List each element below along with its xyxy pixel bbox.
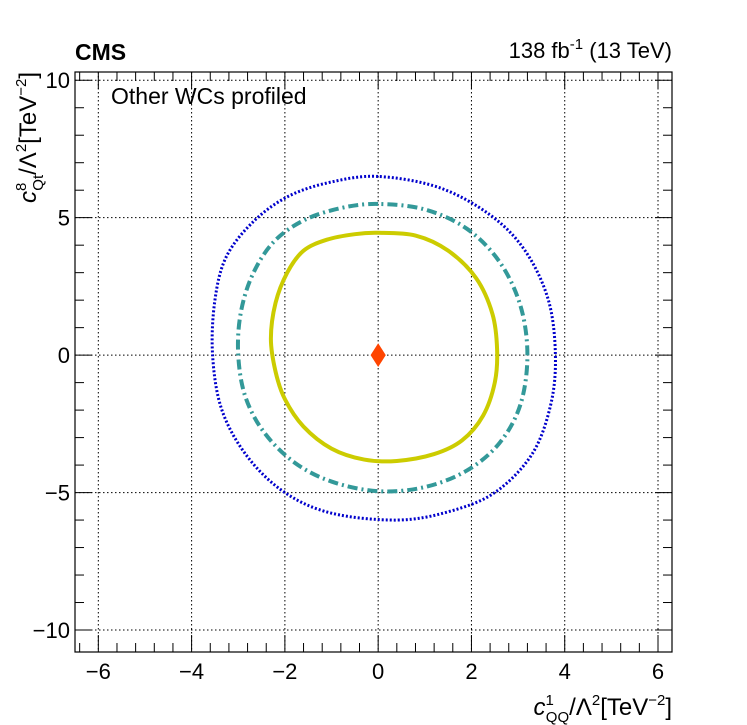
x-tick-label: −2 [272,659,297,684]
y-tick-label: 10 [46,68,70,93]
lumi-value: 138 fb [509,38,570,63]
x-axis-title: c1 QQ/Λ2[TeV−2] [533,692,672,725]
y-tick-label: 0 [58,343,70,368]
annotation-text: Other WCs profiled [111,83,307,109]
y-tick-label: −5 [45,481,70,506]
lumi-label: 138 fb-1 (13 TeV) [509,36,672,63]
grid [75,72,672,652]
lumi-energy: (13 TeV) [589,38,672,63]
x-title-slash: / [569,694,576,721]
y-title-lambda-sup: 2 [13,144,30,152]
x-tick-label: 0 [372,659,384,684]
x-title-sym: c [533,694,545,721]
y-title-sup: 8 [13,183,30,191]
experiment-label: CMS [75,39,126,65]
x-tick-label: 4 [559,659,571,684]
y-title-slash: / [15,168,42,175]
best-fit-marker [370,343,386,368]
y-title-sym: c [15,191,42,203]
y-title-unit-open: [TeV [15,96,42,144]
y-title-unit-sup: −2 [13,79,30,96]
y-title-unit-close: ] [15,72,42,79]
x-tick-label: −6 [86,659,111,684]
x-title-unit-close: ] [665,694,672,721]
y-tick-label: 5 [58,206,70,231]
contour-68-cl [268,230,500,464]
x-axis-ticks: −6 −4 −2 0 2 4 6 [79,72,664,684]
contours [210,174,557,522]
x-title-unit-sup: −2 [648,692,665,709]
x-title-lambda: Λ [576,694,592,721]
x-tick-label: 2 [465,659,477,684]
y-axis-title: c8Qt/Λ2[TeV−2] [13,72,47,203]
y-title-lambda: Λ [15,152,42,168]
y-axis-ticks: −10 −5 0 5 10 [33,68,672,643]
x-tick-label: 6 [652,659,664,684]
contour-99-7-cl [210,174,557,522]
x-title-lambda-sup: 2 [592,692,600,709]
x-tick-label: −4 [179,659,204,684]
plot-frame [74,71,673,653]
x-title-unit-open: [TeV [600,694,648,721]
x-title-sub: QQ [546,709,569,725]
best-fit-group [370,343,386,368]
x-title-sup: 1 [545,692,553,709]
y-tick-label: −10 [33,618,70,643]
lumi-exp: -1 [570,36,583,53]
y-title-sub: Qt [30,174,47,191]
contour-95-cl [235,201,530,494]
